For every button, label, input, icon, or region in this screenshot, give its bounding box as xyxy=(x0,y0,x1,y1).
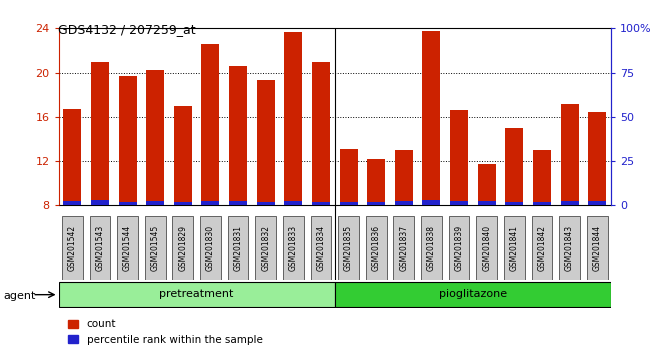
FancyBboxPatch shape xyxy=(58,282,335,307)
Text: GSM201832: GSM201832 xyxy=(261,225,270,271)
Text: GSM201831: GSM201831 xyxy=(233,225,242,271)
Text: GSM201838: GSM201838 xyxy=(427,225,436,271)
Bar xyxy=(174,202,192,205)
FancyBboxPatch shape xyxy=(504,216,525,280)
Legend: count, percentile rank within the sample: count, percentile rank within the sample xyxy=(64,315,266,349)
FancyBboxPatch shape xyxy=(227,216,248,280)
Bar xyxy=(450,110,468,205)
Text: GSM201545: GSM201545 xyxy=(151,225,160,271)
Text: GSM201835: GSM201835 xyxy=(344,225,353,271)
Bar xyxy=(588,201,606,205)
FancyBboxPatch shape xyxy=(448,216,469,280)
Text: GDS4132 / 207259_at: GDS4132 / 207259_at xyxy=(58,23,196,36)
Bar xyxy=(118,76,136,205)
Text: pretreatment: pretreatment xyxy=(159,289,234,299)
Bar xyxy=(588,113,606,205)
FancyBboxPatch shape xyxy=(587,216,608,280)
Text: GSM201839: GSM201839 xyxy=(454,225,463,271)
Text: GSM201837: GSM201837 xyxy=(399,225,408,271)
Bar xyxy=(533,150,551,205)
Text: GSM201830: GSM201830 xyxy=(206,225,215,271)
FancyBboxPatch shape xyxy=(393,216,414,280)
Bar xyxy=(63,201,81,205)
Text: GSM201833: GSM201833 xyxy=(289,225,298,271)
FancyBboxPatch shape xyxy=(311,216,332,280)
Text: agent: agent xyxy=(3,291,36,301)
FancyBboxPatch shape xyxy=(200,216,221,280)
FancyBboxPatch shape xyxy=(338,216,359,280)
Bar xyxy=(422,30,441,205)
Text: GSM201841: GSM201841 xyxy=(510,225,519,271)
Bar xyxy=(339,202,358,205)
Bar xyxy=(478,201,496,205)
FancyBboxPatch shape xyxy=(117,216,138,280)
Bar xyxy=(312,202,330,205)
Bar xyxy=(560,201,578,205)
Bar xyxy=(257,202,275,205)
Bar xyxy=(174,106,192,205)
Bar xyxy=(91,62,109,205)
Text: GSM201829: GSM201829 xyxy=(178,225,187,271)
Bar xyxy=(478,164,496,205)
FancyBboxPatch shape xyxy=(421,216,442,280)
FancyBboxPatch shape xyxy=(283,216,304,280)
Bar xyxy=(312,62,330,205)
Bar xyxy=(91,200,109,205)
FancyBboxPatch shape xyxy=(172,216,193,280)
Text: GSM201544: GSM201544 xyxy=(123,225,132,271)
Bar xyxy=(505,128,523,205)
Bar xyxy=(229,201,247,205)
FancyBboxPatch shape xyxy=(90,216,110,280)
Text: GSM201836: GSM201836 xyxy=(372,225,381,271)
Bar xyxy=(202,201,220,205)
FancyBboxPatch shape xyxy=(476,216,497,280)
Bar xyxy=(367,159,385,205)
Text: GSM201542: GSM201542 xyxy=(68,225,77,271)
Text: GSM201844: GSM201844 xyxy=(593,225,602,271)
FancyBboxPatch shape xyxy=(366,216,387,280)
FancyBboxPatch shape xyxy=(532,216,552,280)
Bar xyxy=(395,150,413,205)
Bar xyxy=(146,70,164,205)
Bar xyxy=(229,66,247,205)
Bar xyxy=(146,201,164,205)
Text: GSM201843: GSM201843 xyxy=(565,225,574,271)
Bar xyxy=(339,149,358,205)
Bar xyxy=(202,44,220,205)
Text: GSM201834: GSM201834 xyxy=(317,225,326,271)
FancyBboxPatch shape xyxy=(559,216,580,280)
Bar xyxy=(505,202,523,205)
Bar xyxy=(560,104,578,205)
FancyBboxPatch shape xyxy=(62,216,83,280)
Bar xyxy=(284,201,302,205)
Bar xyxy=(422,200,441,205)
Bar xyxy=(257,80,275,205)
Text: GSM201842: GSM201842 xyxy=(538,225,547,271)
Text: pioglitazone: pioglitazone xyxy=(439,289,507,299)
Bar xyxy=(450,201,468,205)
FancyBboxPatch shape xyxy=(335,282,611,307)
Bar xyxy=(367,202,385,205)
Bar xyxy=(284,32,302,205)
FancyBboxPatch shape xyxy=(255,216,276,280)
Text: GSM201543: GSM201543 xyxy=(96,225,105,271)
FancyBboxPatch shape xyxy=(145,216,166,280)
Bar xyxy=(533,202,551,205)
Bar xyxy=(63,109,81,205)
Text: GSM201840: GSM201840 xyxy=(482,225,491,271)
Bar xyxy=(395,201,413,205)
Bar xyxy=(118,202,136,205)
